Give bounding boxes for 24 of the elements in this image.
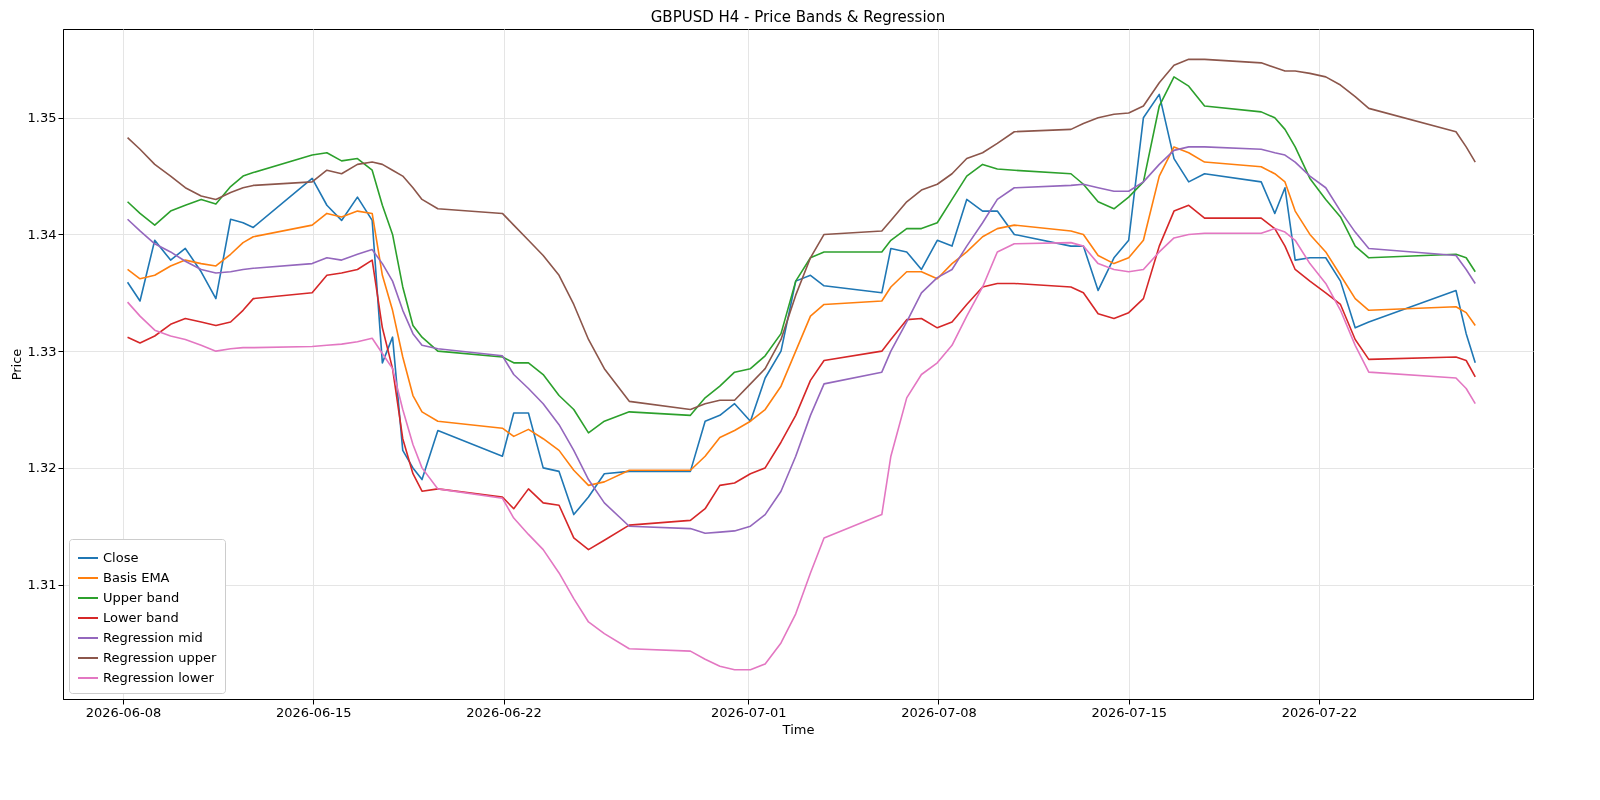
x-axis-title: Time bbox=[781, 721, 815, 737]
x-tick-label: 2026-06-08 bbox=[85, 704, 162, 720]
legend-label: Lower band bbox=[103, 610, 179, 625]
x-tick-label: 2026-07-22 bbox=[1281, 704, 1358, 720]
line-series bbox=[126, 93, 1477, 516]
x-tick-label: 2026-06-15 bbox=[276, 704, 352, 720]
y-tick-label: 1.34 bbox=[27, 226, 57, 242]
chart-title: GBPUSD H4 - Price Bands & Regression bbox=[650, 8, 946, 26]
legend-label: Upper band bbox=[103, 590, 180, 605]
legend-label: Basis EMA bbox=[103, 570, 170, 585]
y-axis-title: Price bbox=[8, 348, 24, 381]
legend-label: Close bbox=[103, 550, 139, 565]
x-tick-label: 2026-06-22 bbox=[466, 704, 542, 720]
x-tick-label: 2026-07-08 bbox=[901, 704, 977, 720]
legend-label: Regression mid bbox=[103, 630, 203, 645]
legend-label: Regression upper bbox=[103, 650, 217, 665]
y-tick-label: 1.33 bbox=[27, 343, 57, 359]
y-tick-label: 1.31 bbox=[27, 577, 57, 593]
y-tick-label: 1.32 bbox=[27, 460, 57, 476]
x-tick-label: 2026-07-15 bbox=[1091, 704, 1167, 720]
x-tick-label: 2026-07-01 bbox=[710, 704, 787, 720]
legend-label: Regression lower bbox=[103, 670, 215, 685]
y-tick-label: 1.35 bbox=[27, 110, 57, 126]
line-series bbox=[126, 204, 1477, 551]
